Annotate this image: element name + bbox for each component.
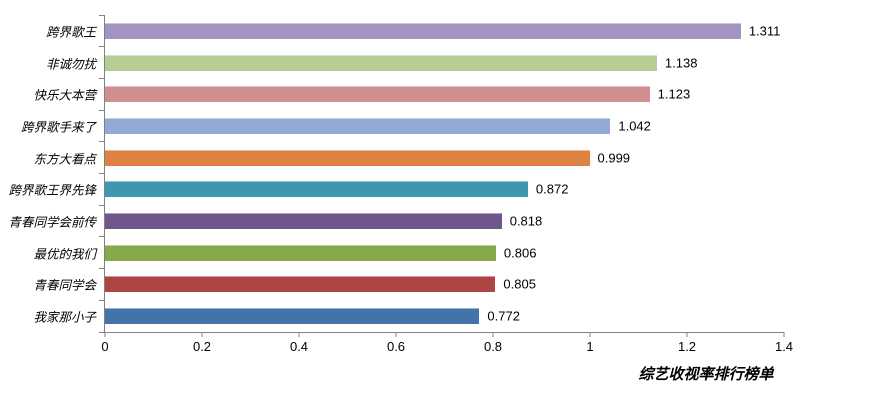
chart-title: 综艺收视率排行榜单 <box>638 367 774 383</box>
category-label: 跨界歌王 <box>45 25 96 40</box>
value-label: 0.872 <box>535 181 569 197</box>
y-axis-tick <box>99 46 105 48</box>
bar <box>105 117 611 134</box>
bar-row: 我家那小子 0.772 <box>33 300 784 332</box>
bar-row: 跨界歌手来了 1.042 <box>21 110 784 142</box>
y-axis-tick <box>99 331 105 333</box>
y-axis-tick <box>99 204 105 206</box>
y-axis-tick <box>99 109 105 111</box>
category-label: 我家那小子 <box>33 310 96 325</box>
x-tick-label: 1.2 <box>677 339 697 354</box>
category-label: 东方大看点 <box>33 152 96 167</box>
x-tick-label: 1.4 <box>774 339 794 354</box>
value-label: 0.806 <box>503 245 537 261</box>
value-label: 1.123 <box>657 86 691 102</box>
x-tick-label: 0.6 <box>386 339 406 354</box>
y-axis-tick <box>99 173 105 174</box>
x-axis-tick <box>686 332 688 337</box>
bar <box>105 181 528 198</box>
bar-row: 青春同学会 0.805 <box>33 269 784 301</box>
bar <box>105 276 496 293</box>
value-label: 1.042 <box>618 118 651 134</box>
bar <box>105 149 590 166</box>
category-label: 快乐大本营 <box>33 88 96 103</box>
bar <box>105 244 496 261</box>
x-axis-tick <box>783 332 785 337</box>
x-axis-tick <box>298 332 300 337</box>
x-tick-label: 1 <box>586 339 594 354</box>
bar-row: 跨界歌王 1.311 <box>46 15 784 47</box>
bar <box>105 54 657 71</box>
x-axis-tick <box>201 332 203 337</box>
value-label: 1.311 <box>748 23 781 39</box>
category-label: 跨界歌手来了 <box>20 120 96 135</box>
bar-row: 非诚勿扰 1.138 <box>46 47 784 79</box>
value-label: 1.138 <box>664 55 698 71</box>
category-label: 非诚勿扰 <box>45 57 96 72</box>
value-label: 0.772 <box>487 308 520 324</box>
bar <box>105 213 502 230</box>
bar-row: 东方大看点 0.999 <box>33 142 784 174</box>
x-axis-tick <box>492 332 494 337</box>
bar-row: 最优的我们 0.806 <box>33 237 784 269</box>
value-label: 0.999 <box>597 150 631 166</box>
bar <box>105 308 480 325</box>
bar-row: 跨界歌王界先锋 0.872 <box>8 174 784 206</box>
y-axis-tick <box>99 141 105 143</box>
plot-area: 跨界歌王 1.311 非诚勿扰 1.138 快乐大本营 1.123 跨界歌手来了 1.042 东… <box>8 14 793 354</box>
category-label: 青春同学会前传 <box>8 215 96 230</box>
category-label: 最优的我们 <box>33 247 96 262</box>
x-tick-label: 0.8 <box>483 339 503 354</box>
x-axis-tick <box>395 332 397 337</box>
y-axis-tick <box>99 236 105 238</box>
bar <box>105 22 741 39</box>
bar <box>105 86 650 103</box>
x-axis-tick <box>589 332 591 337</box>
y-axis-tick <box>99 299 105 301</box>
bar-row: 快乐大本营 1.123 <box>33 78 784 110</box>
value-label: 0.805 <box>503 276 536 292</box>
category-label: 跨界歌王界先锋 <box>8 183 96 198</box>
x-axis-tick <box>104 332 106 337</box>
bar-row: 青春同学会前传 0.818 <box>8 205 784 237</box>
x-tick-label: 0 <box>101 339 109 354</box>
x-tick-label: 0.2 <box>192 339 212 354</box>
y-axis-tick <box>99 268 105 270</box>
x-tick-label: 0.4 <box>289 339 309 354</box>
category-label: 青春同学会 <box>33 278 96 293</box>
value-label: 0.818 <box>509 213 543 229</box>
y-axis-tick <box>99 77 105 79</box>
y-axis-tick <box>99 14 105 16</box>
